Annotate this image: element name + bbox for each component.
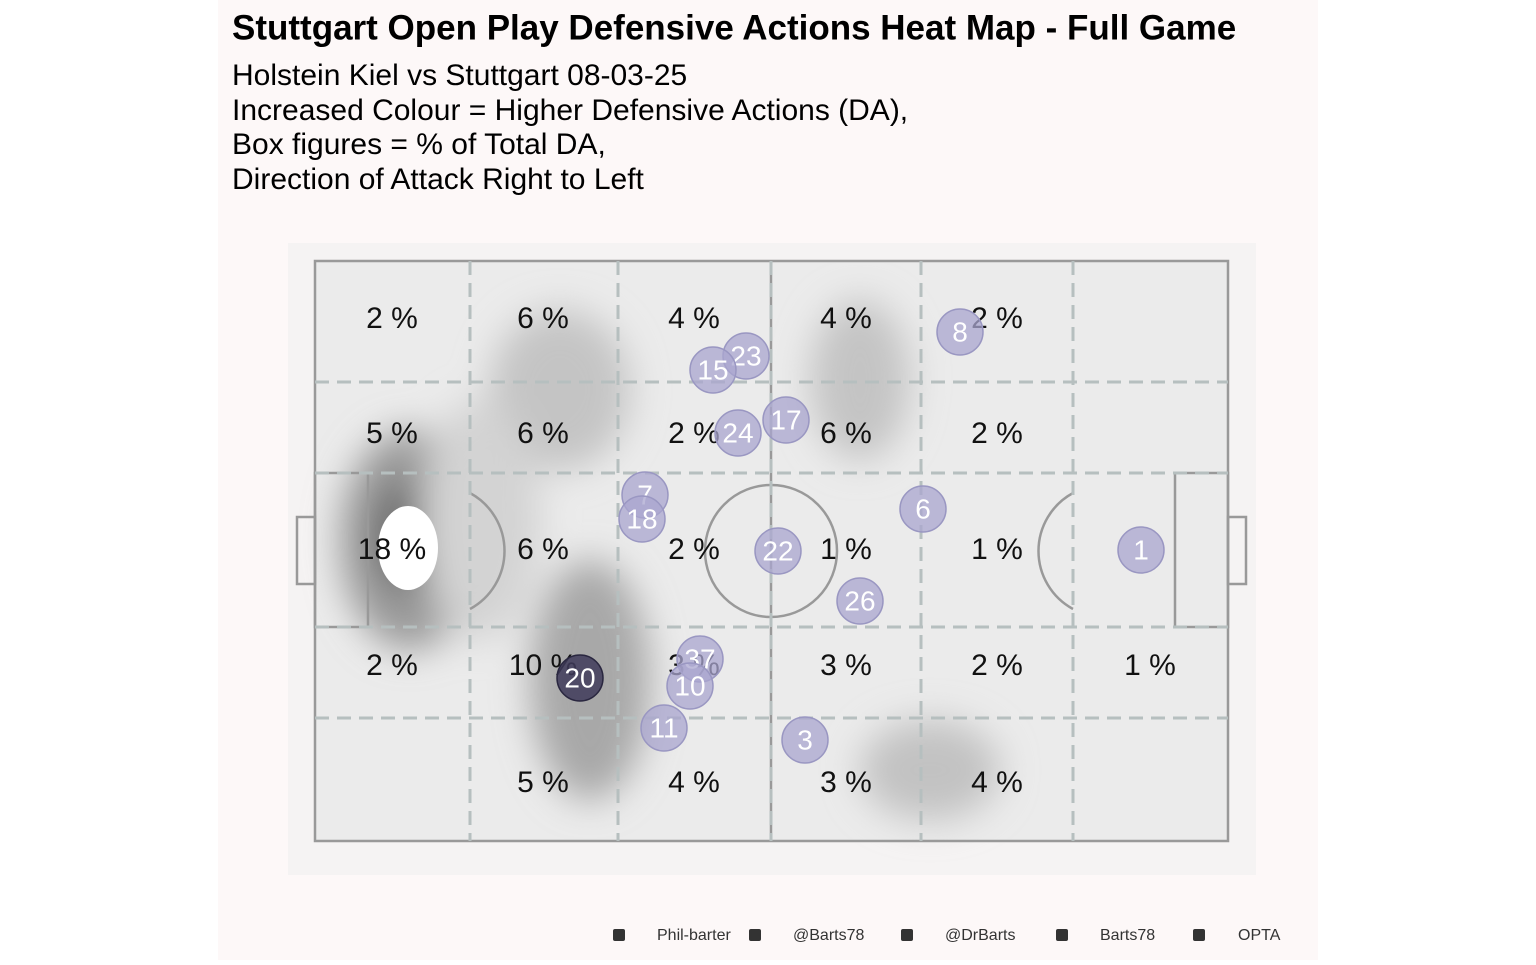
zone-label: 6 % [820,417,872,450]
footer-text: Phil-barter [657,927,731,944]
player-marker [1117,526,1165,574]
zone-label: 3 % [820,649,872,682]
player-marker [754,527,802,575]
footer-text: @Barts78 [793,927,864,944]
footer-text: Barts78 [1100,927,1155,944]
player-number: 17 [770,404,801,435]
zone-label: 4 % [971,766,1023,799]
footer-icon [749,929,761,941]
title: Stuttgart Open Play Defensive Actions He… [232,8,1236,47]
zone-label: 4 % [668,766,720,799]
zone-label: 1 % [1124,649,1176,682]
player-number: 18 [626,503,657,534]
footer-icon [1056,929,1068,941]
player-number: 20 [564,662,595,693]
player-number: 11 [649,712,678,743]
heat-peak [378,506,438,590]
player-number: 24 [722,417,753,448]
zone-label: 6 % [517,533,569,566]
zone-label: 4 % [668,302,720,335]
player-number: 10 [674,670,705,701]
player-marker [714,409,762,457]
player-marker [666,662,714,710]
player-marker [836,577,884,625]
player-marker [762,396,810,444]
player-number: 15 [697,354,728,385]
zone-label: 3 % [820,766,872,799]
zone-grid [315,261,1228,841]
player-marker [781,716,829,764]
player-number: 1 [1133,534,1149,565]
zone-label: 18 % [358,533,426,566]
zone-label: 6 % [517,417,569,450]
zone-label: 5 % [517,766,569,799]
player-number: 6 [915,493,931,524]
player-marker [618,495,666,543]
zone-label: 2 % [971,417,1023,450]
player-marker [640,704,688,752]
zone-label: 2 % [668,533,720,566]
zone-label: 2 % [366,649,418,682]
subtitle: Holstein Kiel vs Stuttgart 08-03-25 [232,59,687,92]
subtitle: Box figures = % of Total DA, [232,128,606,161]
footer-text: OPTA [1238,927,1281,944]
zone-label: 5 % [366,417,418,450]
player-number: 26 [844,585,875,616]
zone-label: 4 % [820,302,872,335]
player-number: 22 [762,535,793,566]
footer-icon [613,929,625,941]
zone-label: 1 % [971,533,1023,566]
player-number: 3 [797,724,813,755]
footer-text: @DrBarts [945,927,1015,944]
player-marker [936,308,984,356]
zone-label: 1 % [820,533,872,566]
player-marker [899,485,947,533]
player-number: 8 [952,316,968,347]
player-marker [556,654,604,702]
footer-icon [1193,929,1205,941]
zone-label: 6 % [517,302,569,335]
footer-icon [901,929,913,941]
subtitle: Direction of Attack Right to Left [232,163,645,196]
zone-label: 2 % [668,417,720,450]
subtitle: Increased Colour = Higher Defensive Acti… [232,94,908,127]
zone-label: 2 % [971,649,1023,682]
zone-label: 2 % [366,302,418,335]
player-marker [689,346,737,394]
